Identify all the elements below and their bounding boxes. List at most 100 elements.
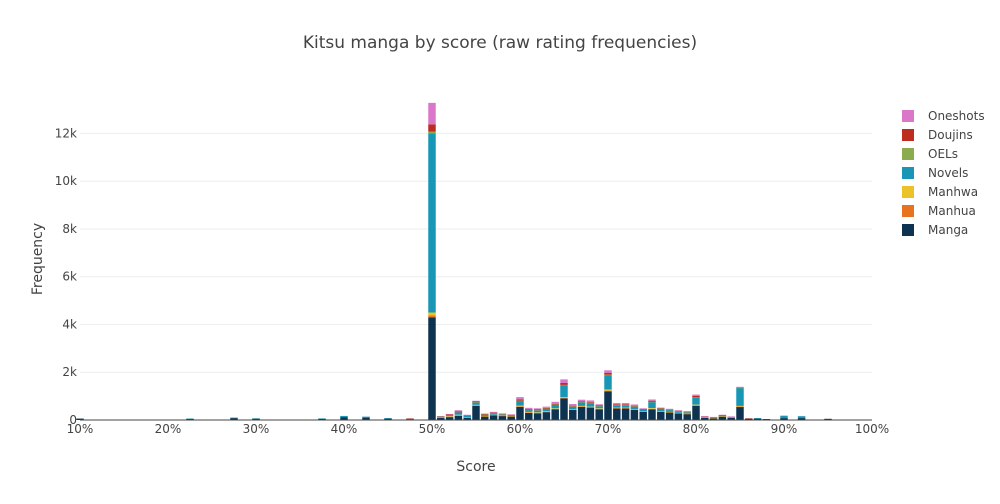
bar-segment-manhwa <box>692 404 700 406</box>
legend-label: Manga <box>928 222 969 237</box>
bar-segment-manhua <box>445 416 454 418</box>
y-tick-label: 10k <box>55 174 77 188</box>
bar-segment-oneshots <box>604 370 612 373</box>
bar-segment-manhua <box>560 398 568 399</box>
legend-item-novels[interactable]: Novels <box>902 163 998 182</box>
bar-segment-oneshots <box>454 410 463 412</box>
bar-segment-doujins <box>683 411 691 413</box>
bar-segment-manga <box>613 408 621 420</box>
bar-segment-oels <box>428 131 436 134</box>
bar-segment-manhua <box>595 408 603 410</box>
bar-segment-manga <box>683 414 691 420</box>
bar-segment-oels <box>481 414 489 416</box>
bar-segment-novels <box>657 408 665 412</box>
legend: Oneshots Doujins OELs Novels Manhwa Manhua Man… <box>902 106 998 239</box>
bar-segment-oels <box>516 400 524 402</box>
bar-segment-doujins <box>657 408 665 409</box>
bar-segment-doujins <box>489 412 498 414</box>
bar-segment-manhwa <box>498 415 507 416</box>
x-tick-label: 60% <box>507 422 534 436</box>
bar-segment-oneshots <box>507 414 515 415</box>
bar-segment-oels <box>542 408 551 410</box>
bar-segment-manhwa <box>709 417 718 419</box>
bar-segment-manhwa <box>683 413 691 415</box>
bar-segment-oneshots <box>569 404 577 406</box>
bar-segment-oneshots <box>542 406 551 408</box>
legend-swatch <box>902 109 914 122</box>
bar-segment-manhua <box>428 315 436 318</box>
bar-segment-manhua <box>525 412 533 413</box>
bar-segment-oels <box>630 406 639 407</box>
bar-segment-doujins <box>533 409 542 411</box>
bar-segment-manhwa <box>718 416 727 417</box>
bar-segment-manhua <box>604 390 612 392</box>
bar-segment-novels <box>525 409 533 412</box>
bar-segment-oels <box>560 384 568 386</box>
bar-segment-novels <box>516 400 524 406</box>
bar-segment-novels <box>797 416 806 419</box>
bar-segment-novels <box>648 402 656 409</box>
bar-segment-doujins <box>428 124 436 132</box>
bar-segment-oneshots <box>481 413 489 415</box>
legend-item-doujins[interactable]: Doujins <box>902 125 998 144</box>
bar-segment-manga <box>463 417 471 420</box>
bar-segment-manhua <box>630 409 639 410</box>
bar-segment-manhua <box>736 406 744 408</box>
bar-segment-oneshots <box>445 414 454 415</box>
bar-segment-manga <box>454 415 463 420</box>
bar-segment-manga <box>709 418 718 420</box>
bar-segment-oneshots <box>639 408 647 410</box>
bar-segment-oels <box>648 401 656 403</box>
bar-segment-oneshots <box>516 397 524 400</box>
bar-segment-novels <box>560 385 568 398</box>
bar-segment-doujins <box>525 409 533 410</box>
bar-segment-doujins <box>542 407 551 409</box>
bar-segment-manga <box>507 416 515 420</box>
legend-item-manhwa[interactable]: Manhwa <box>902 182 998 201</box>
bar-segment-manhwa <box>463 417 471 418</box>
bar-segment-oels <box>489 413 498 414</box>
bar-segment-manhua <box>613 408 621 409</box>
legend-item-oels[interactable]: OELs <box>902 144 998 163</box>
bar-segment-doujins <box>406 418 414 419</box>
bar-segment-oneshots <box>560 379 568 383</box>
bar-segment-manga <box>736 406 744 420</box>
bar-segment-manga <box>586 407 595 420</box>
bar-segment-oels <box>621 404 630 406</box>
bar-segment-oels <box>665 409 674 411</box>
bar-segment-novels <box>551 404 559 409</box>
legend-item-manhua[interactable]: Manhua <box>902 201 998 220</box>
bar-segment-oels <box>736 387 744 389</box>
bar-segment-doujins <box>481 414 489 415</box>
bar-segment-doujins <box>630 405 639 407</box>
bar-segment-oels <box>657 408 665 410</box>
grid-layer <box>80 132 872 373</box>
bar-segment-oneshots <box>727 416 735 417</box>
bar-segment-oneshots <box>525 407 533 410</box>
bar-segment-novels <box>665 409 674 412</box>
bar-segment-manga <box>498 415 507 420</box>
bar-segment-oneshots <box>718 414 727 416</box>
bar-segment-manga <box>533 413 542 420</box>
bar-segment-oneshots <box>657 407 665 409</box>
bar-segment-manhwa <box>727 417 735 418</box>
bar-segment-manhua <box>648 408 656 410</box>
bar-segment-manga <box>542 412 551 420</box>
bar-segment-doujins <box>463 415 471 416</box>
bar-segment-manga <box>516 406 524 420</box>
bar-segment-novels <box>186 418 194 420</box>
legend-item-manga[interactable]: Manga <box>902 220 998 239</box>
legend-label: Manhwa <box>928 184 979 199</box>
bar-segment-manga <box>621 408 630 420</box>
bar-segment-doujins <box>560 382 568 385</box>
legend-item-oneshots[interactable]: Oneshots <box>902 106 998 125</box>
bar-segment-oneshots <box>489 411 498 413</box>
bar-segment-oneshots <box>630 404 639 406</box>
bar-segment-manga <box>481 416 489 420</box>
bar-segment-manhua <box>551 408 559 410</box>
bar-segment-manga <box>362 417 370 420</box>
bar-segment-novels <box>318 418 326 419</box>
bar-segment-oels <box>577 402 586 403</box>
